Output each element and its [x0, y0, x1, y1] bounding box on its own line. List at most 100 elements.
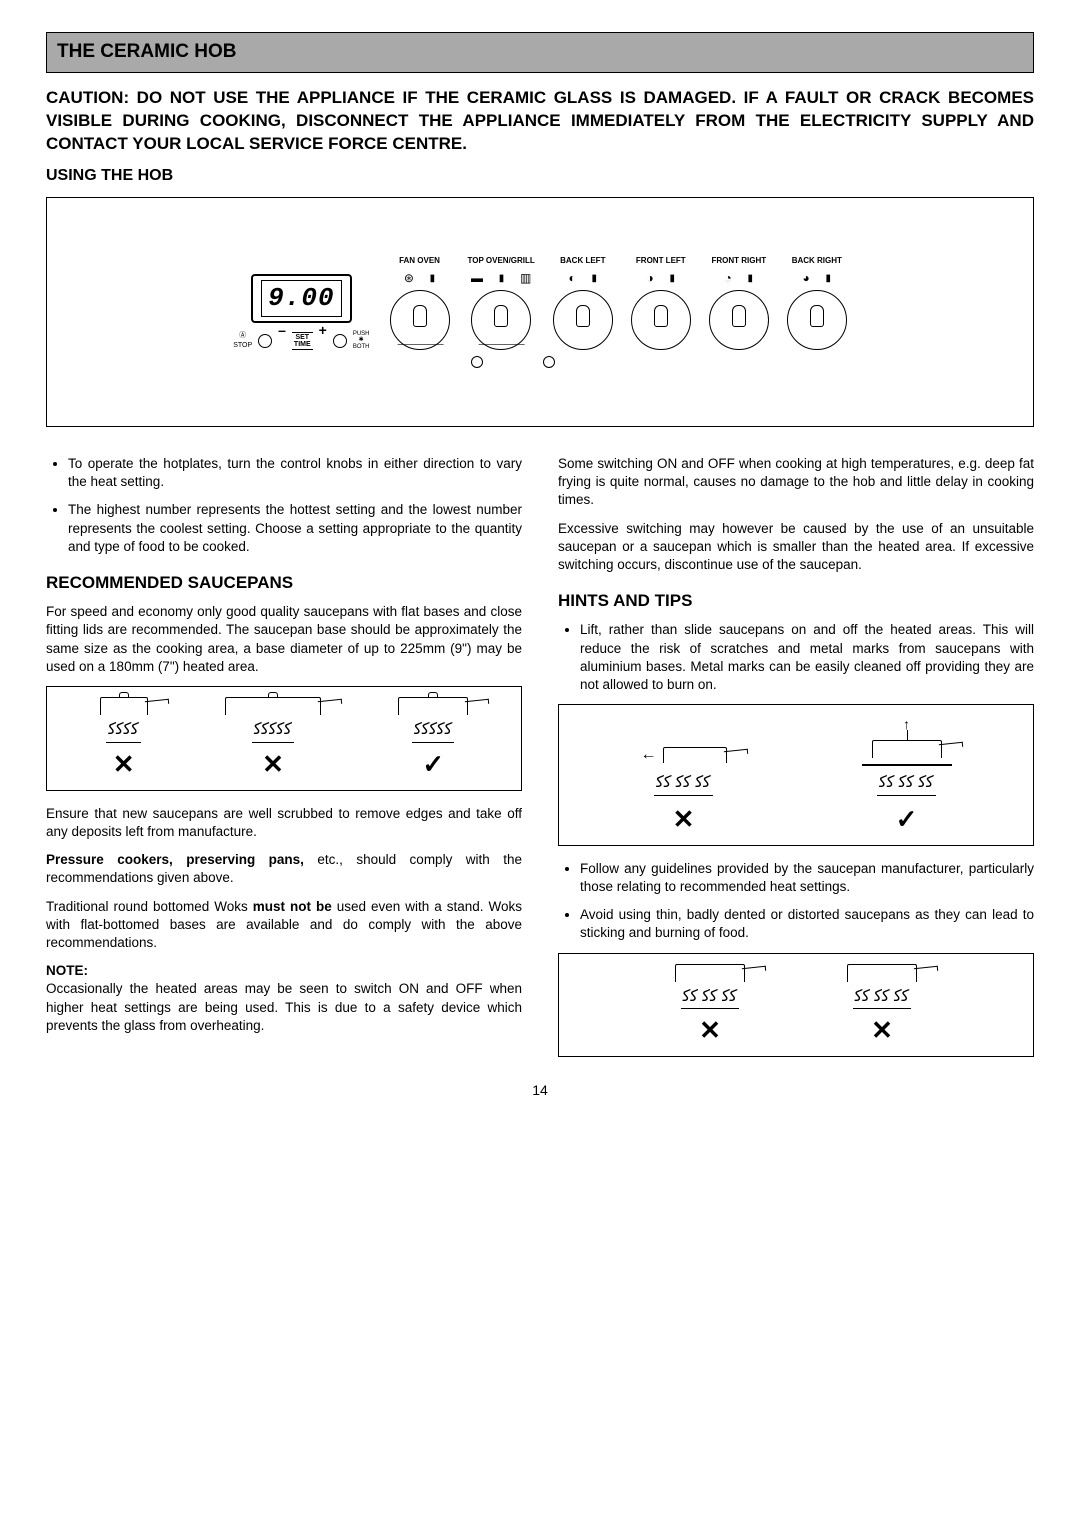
knob-fan-oven: FAN OVEN ⊛ ▮ — [390, 256, 450, 351]
oven-icon: ▬ — [471, 270, 483, 286]
knobs-panel: FAN OVEN ⊛ ▮ TOP OVEN/GRILL ▬ ▮ ▥ BACK L… — [390, 256, 847, 369]
control-panel-figure: 9.00 ⒶSTOP – SETTIME + PUSH✱BOTH FAN OVE… — [46, 197, 1034, 427]
pan-icon — [398, 697, 468, 715]
woks-paragraph: Traditional round bottomed Woks must not… — [46, 898, 522, 953]
knob-label: BACK RIGHT — [792, 256, 842, 267]
section-title: THE CERAMIC HOB — [57, 41, 236, 62]
hints-bullets-2: Follow any guidelines provided by the sa… — [558, 860, 1034, 943]
indicator-row — [471, 356, 555, 368]
knob-icon-row: ◐ ▮ — [569, 270, 598, 286]
recommended-heading: RECOMMENDED SAUCEPANS — [46, 572, 522, 595]
clock-controls-row: ⒶSTOP – SETTIME + PUSH✱BOTH — [233, 331, 369, 351]
fig-col-bad-small: ﮐﮐﮐﮐ ✕ — [100, 697, 148, 782]
knob-icon-row: ▬ ▮ ▥ — [471, 270, 531, 286]
ensure-paragraph: Ensure that new saucepans are well scrub… — [46, 805, 522, 841]
burner-icon: ﮐﮐ ﮐﮐ ﮐﮐ — [877, 772, 936, 796]
fig-col-dented-1: ﮐﮐ ﮐﮐ ﮐﮐ ✕ — [675, 964, 745, 1049]
note-paragraph: Occasionally the heated areas may be see… — [46, 980, 522, 1035]
pan-icon — [100, 697, 148, 715]
burner-icon: ﮐﮐﮐﮐﮐ — [252, 719, 294, 743]
x-icon: ✕ — [262, 747, 284, 782]
fig-col-bad-large: ﮐﮐﮐﮐﮐ ✕ — [225, 697, 321, 782]
dial — [787, 290, 847, 350]
woks-strong: must not be — [253, 899, 332, 914]
check-icon: ✓ — [896, 802, 918, 837]
knob-back-right: BACK RIGHT ◕ ▮ — [787, 256, 847, 351]
bullet-item: Lift, rather than slide saucepans on and… — [580, 621, 1034, 694]
dial — [631, 290, 691, 350]
clock-value: 9.00 — [261, 280, 341, 317]
fig-col-dented-2: ﮐﮐ ﮐﮐ ﮐﮐ ✕ — [847, 964, 917, 1049]
zone-icon: ◔ — [725, 270, 732, 286]
dial — [709, 290, 769, 350]
bullet-item: Follow any guidelines provided by the sa… — [580, 860, 1034, 896]
two-column-body: To operate the hotplates, turn the contr… — [46, 455, 1034, 1071]
bullet-item: The highest number represents the hottes… — [68, 501, 522, 556]
knob-label: BACK LEFT — [560, 256, 605, 267]
dial — [471, 290, 531, 350]
burner-icon: ﮐﮐ ﮐﮐ ﮐﮐ — [853, 986, 912, 1010]
left-column: To operate the hotplates, turn the contr… — [46, 455, 522, 1071]
knob-icon-row: ⊛ ▮ — [404, 270, 435, 286]
note-heading: NOTE: — [46, 962, 522, 980]
zone-icon: ◕ — [803, 270, 810, 286]
saucepan-fit-figure: ﮐﮐﮐﮐ ✕ ﮐﮐﮐﮐﮐ ✕ ﮐﮐﮐﮐﮐ ✓ — [46, 686, 522, 791]
knob-icon-row: ◑ ▮ — [647, 270, 676, 286]
push-both-label: PUSH✱BOTH — [353, 331, 370, 351]
plus-label: + — [319, 321, 327, 340]
knob-label: TOP OVEN/GRILL — [468, 256, 535, 267]
bullet-item: Avoid using thin, badly dented or distor… — [580, 906, 1034, 942]
fan-icon: ⊛ — [404, 270, 414, 286]
check-icon: ✓ — [422, 747, 444, 782]
clock-knob-right — [333, 334, 347, 348]
knob-top-oven: TOP OVEN/GRILL ▬ ▮ ▥ — [468, 256, 535, 351]
burner-icon: ﮐﮐﮐﮐ — [106, 719, 140, 743]
x-icon: ✕ — [113, 747, 135, 782]
section-title-bar: THE CERAMIC HOB — [46, 32, 1034, 73]
pressure-strong: Pressure cookers, preserving pans, — [46, 852, 304, 867]
pressure-paragraph: Pressure cookers, preserving pans, etc.,… — [46, 851, 522, 887]
zone-icon: ◐ — [569, 270, 576, 286]
knob-label: FRONT RIGHT — [711, 256, 766, 267]
burner-icon: ﮐﮐﮐﮐﮐ — [412, 719, 454, 743]
clock-block: 9.00 ⒶSTOP – SETTIME + PUSH✱BOTH — [233, 274, 369, 351]
knob-label: FAN OVEN — [399, 256, 440, 267]
burner-icon: ﮐﮐ ﮐﮐ ﮐﮐ — [681, 986, 740, 1010]
fig-col-good: ﮐﮐﮐﮐﮐ ✓ — [398, 697, 468, 782]
slide-row: ← — [641, 744, 727, 766]
recommended-paragraph: For speed and economy only good quality … — [46, 603, 522, 676]
pan-icon — [675, 964, 745, 982]
fig-col-lift-good: ↑ ﮐﮐ ﮐﮐ ﮐﮐ ✓ — [862, 715, 952, 837]
caution-text: CAUTION: DO NOT USE THE APPLIANCE IF THE… — [46, 87, 1034, 156]
clock-knob-left — [258, 334, 272, 348]
bullet-item: To operate the hotplates, turn the contr… — [68, 455, 522, 491]
grill-icon: ▥ — [520, 270, 531, 286]
indicator-light — [471, 356, 483, 368]
switching-p1: Some switching ON and OFF when cooking a… — [558, 455, 1034, 510]
operating-bullets: To operate the hotplates, turn the contr… — [46, 455, 522, 556]
knob-icon-row: ◕ ▮ — [803, 270, 832, 286]
arrow-left-icon: ← — [641, 744, 657, 766]
dial — [390, 290, 450, 350]
pan-icon — [872, 740, 942, 758]
using-hob-heading: USING THE HOB — [46, 165, 1034, 187]
pan-icon — [847, 964, 917, 982]
pan-icon — [225, 697, 321, 715]
hints-heading: HINTS AND TIPS — [558, 590, 1034, 613]
minus-label: – — [278, 321, 286, 340]
clock-display: 9.00 — [251, 274, 351, 323]
x-icon: ✕ — [871, 1013, 893, 1048]
knob-front-right: FRONT RIGHT ◔ ▮ — [709, 256, 769, 351]
pan-slot — [862, 740, 952, 766]
knob-back-left: BACK LEFT ◐ ▮ — [553, 256, 613, 351]
woks-a: Traditional round bottomed Woks — [46, 899, 253, 914]
switching-p2: Excessive switching may however be cause… — [558, 520, 1034, 575]
dented-pan-figure: ﮐﮐ ﮐﮐ ﮐﮐ ✕ ﮐﮐ ﮐﮐ ﮐﮐ ✕ — [558, 953, 1034, 1058]
knob-label: FRONT LEFT — [636, 256, 686, 267]
burner-icon: ﮐﮐ ﮐﮐ ﮐﮐ — [654, 772, 713, 796]
pan-on-burner — [663, 747, 727, 763]
hints-bullets-1: Lift, rather than slide saucepans on and… — [558, 621, 1034, 694]
set-time-label: SETTIME — [292, 332, 313, 350]
indicator-light — [543, 356, 555, 368]
zone-icon: ◑ — [647, 270, 654, 286]
